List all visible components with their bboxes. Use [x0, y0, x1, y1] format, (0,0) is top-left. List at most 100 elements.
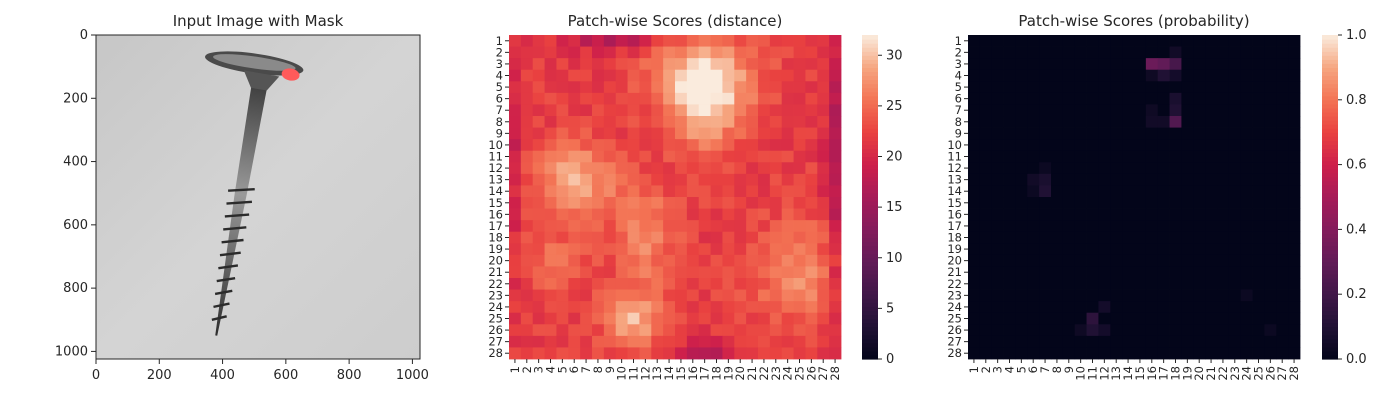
heatmap-cell	[1240, 162, 1253, 175]
heatmap-cell	[1288, 185, 1301, 198]
heatmap-cell	[758, 266, 771, 279]
heatmap-cell	[979, 185, 993, 198]
heatmap-cell	[1157, 46, 1170, 59]
col-label: 20	[733, 366, 747, 381]
heatmap-cell	[968, 335, 981, 348]
heatmap-cell	[991, 127, 1004, 140]
heatmap-cell	[1062, 127, 1076, 140]
heatmap-cell	[829, 46, 842, 59]
heatmap-cell	[556, 127, 569, 140]
heatmap-cell	[1193, 46, 1206, 59]
heatmap-cell	[686, 46, 700, 59]
heatmap-cell	[1205, 35, 1218, 47]
heatmap-cell	[1217, 127, 1230, 140]
heatmap-cell	[698, 81, 711, 94]
heatmap-cell	[1039, 197, 1052, 209]
heatmap-cell	[1074, 46, 1087, 59]
heatmap-cell	[781, 127, 794, 140]
heatmap-cell	[651, 162, 664, 175]
heatmap-cell	[603, 58, 617, 71]
heatmap-cell	[1110, 278, 1123, 290]
heatmap-cell	[1193, 254, 1206, 267]
heatmap-cell	[769, 127, 783, 140]
colorbar-segment	[862, 35, 878, 40]
heatmap-cell	[1145, 69, 1159, 82]
heatmap-cell	[1193, 324, 1206, 337]
heatmap-cell	[698, 243, 711, 256]
heatmap-cell	[1205, 347, 1218, 360]
heatmap-cell	[769, 324, 783, 337]
heatmap-cell	[1122, 127, 1135, 140]
heatmap-cell	[544, 220, 557, 233]
colorbar-segment	[862, 120, 878, 125]
heatmap-cell	[1122, 150, 1135, 163]
heatmap-cell	[769, 139, 783, 152]
heatmap-cell	[520, 69, 534, 82]
heatmap-cell	[793, 324, 806, 337]
heatmap-cell	[592, 173, 605, 186]
colorbar-segment	[862, 192, 878, 198]
heatmap-cell	[1193, 197, 1206, 209]
col-label: 21	[1204, 366, 1218, 381]
colorbar-segment	[1322, 172, 1338, 178]
y-tick-label: 600	[63, 218, 88, 233]
heatmap-cell	[1039, 81, 1052, 94]
colorbar-segment	[862, 180, 878, 186]
row-label: 5	[496, 80, 503, 94]
heatmap-cell	[817, 81, 830, 94]
heatmap-cell	[627, 312, 640, 325]
heatmap-cell	[793, 162, 806, 175]
heatmap-cell	[1074, 69, 1087, 82]
heatmap-cell	[568, 312, 581, 325]
heatmap-cell	[968, 81, 981, 94]
heatmap-cell	[1252, 347, 1265, 360]
heatmap-cell	[675, 92, 688, 105]
heatmap-cell	[520, 266, 534, 279]
heatmap-cell	[556, 301, 569, 314]
colorbar-segment	[1322, 213, 1338, 218]
colorbar-segment	[1322, 39, 1338, 44]
heatmap-cell	[722, 347, 735, 360]
colorbar-segment	[1322, 140, 1338, 145]
heatmap-cell	[1098, 116, 1111, 128]
heatmap-cell	[991, 243, 1004, 256]
heatmap-cell	[509, 289, 522, 302]
heatmap-cell	[544, 69, 557, 82]
heatmap-cell	[991, 173, 1004, 186]
heatmap-cell	[734, 162, 747, 175]
heatmap-cell	[603, 185, 617, 198]
heatmap-cell	[509, 254, 522, 267]
heatmap-cell	[734, 116, 747, 128]
heatmap-cell	[991, 254, 1004, 267]
heatmap-cell	[532, 173, 545, 186]
heatmap-cell	[734, 92, 747, 105]
heatmap-cell	[781, 301, 794, 314]
heatmap-cell	[829, 278, 842, 290]
heatmap-cell	[991, 197, 1004, 209]
heatmap-cell	[651, 231, 664, 244]
heatmap-cell	[979, 301, 993, 314]
heatmap-cell	[793, 58, 806, 71]
heatmap-cell	[968, 278, 981, 290]
heatmap-cell	[603, 312, 617, 325]
heatmap-cell	[627, 254, 640, 267]
row-label: 20	[488, 254, 503, 268]
heatmap-cell	[805, 35, 818, 47]
heatmap-cell	[568, 92, 581, 105]
heatmap-cell	[686, 324, 700, 337]
heatmap-cell	[1134, 335, 1147, 348]
heatmap-cell	[817, 58, 830, 71]
heatmap-cell	[722, 301, 735, 314]
heatmap-cell	[1027, 92, 1040, 105]
heatmap-cell	[675, 231, 688, 244]
heatmap-cell	[1074, 289, 1087, 302]
heatmap-cell	[758, 127, 771, 140]
heatmap-cell	[580, 231, 593, 244]
heatmap-cell	[1240, 208, 1253, 221]
heatmap-cell	[1003, 58, 1016, 71]
heatmap-cell	[592, 127, 605, 140]
heatmap-cell	[627, 81, 640, 94]
col-label: 2	[979, 366, 993, 373]
heatmap-cell	[1145, 278, 1159, 290]
heatmap-cell	[663, 301, 676, 314]
